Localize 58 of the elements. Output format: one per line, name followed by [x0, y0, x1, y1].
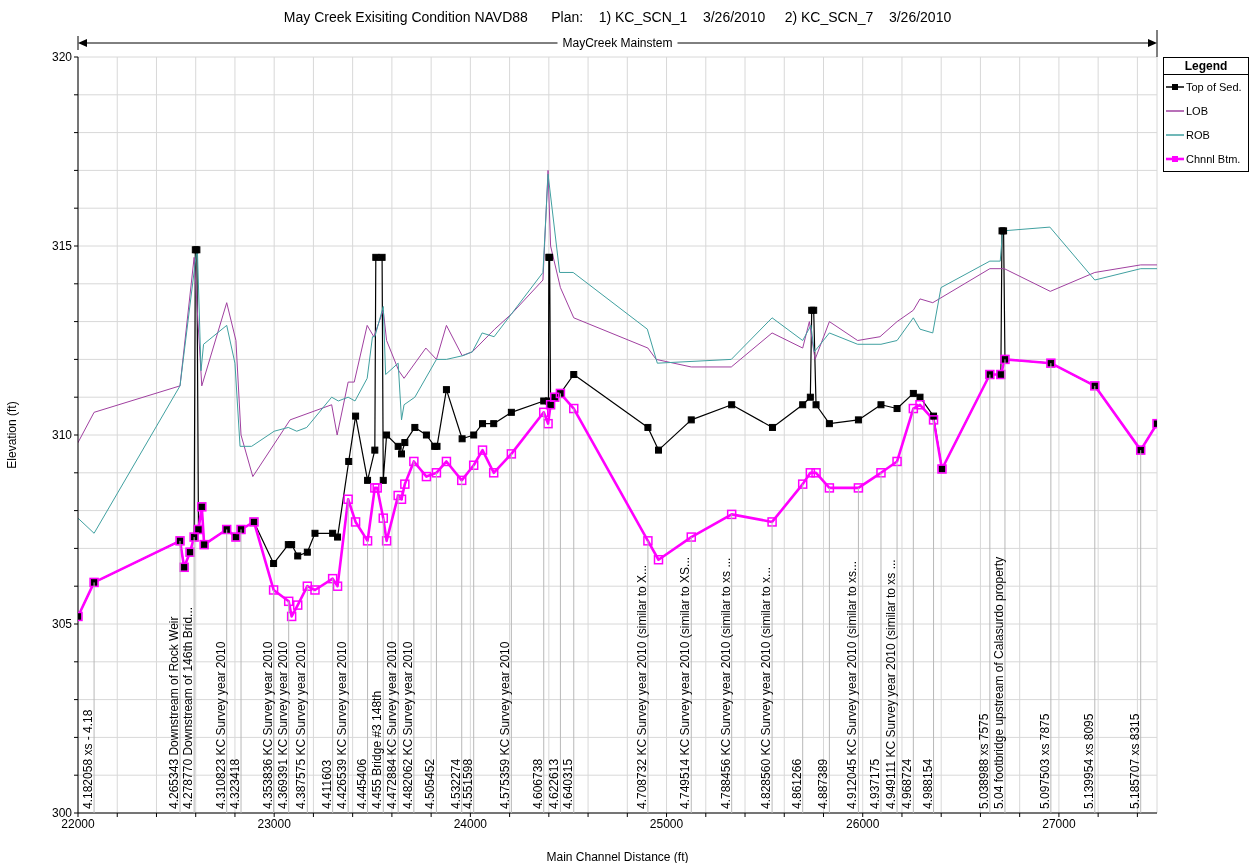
- annotation: 4.606738: [530, 758, 545, 809]
- x-tick-label: 26000: [846, 816, 880, 831]
- legend-label: LOB: [1186, 105, 1209, 117]
- annotation: 5.097503 xs 7875: [1037, 713, 1052, 809]
- x-tick-label: 23000: [257, 816, 292, 831]
- annotation: 4.505452: [423, 758, 438, 809]
- annotation: 4.912045 KC Survey year 2010 (similar to xs...: [845, 560, 860, 809]
- line-series: [78, 173, 1157, 534]
- annotation: 4.887389: [816, 758, 831, 809]
- annotation: 4.988154: [920, 758, 935, 809]
- legend-label: Chnnl Btm.: [1186, 153, 1241, 165]
- y-tick-label: 320: [51, 50, 73, 65]
- annotation: 4.861266: [789, 758, 804, 809]
- legend-title: Legend: [1164, 58, 1248, 75]
- annotation: 5.139954 xs 8095: [1081, 713, 1096, 809]
- line-series: [78, 169, 1157, 478]
- annotation: 4.278770 Downstream of 146th Brid...: [181, 606, 196, 809]
- legend-label: Top of Sed.: [1186, 81, 1242, 93]
- annotation: 4.182058 xs - 4.18: [81, 709, 96, 809]
- annotation: 4.445406: [354, 758, 369, 809]
- annotation: 4.622613: [547, 758, 562, 809]
- y-axis-title: Elevation (ft): [5, 401, 20, 469]
- annotation: 4.575359 KC Survey year 2010: [498, 641, 513, 809]
- annotation: 4.937175: [867, 758, 882, 809]
- annotation: 4.455 Bridge #3 148th: [370, 690, 385, 809]
- x-tick-label: 24000: [453, 816, 488, 831]
- annotation: 4.828560 KC Survey year 2010 (similar to x...: [759, 566, 774, 809]
- y-tick-label: 305: [51, 617, 73, 632]
- annotation: 5.185707 xs 8315: [1127, 713, 1142, 809]
- annotation: 4.749514 KC Survey year 2010 (similar to XS...: [678, 556, 693, 809]
- annotation: 4.265343 Downstream of Rock Weir: [167, 616, 182, 809]
- annotation: 4.310823 KC Survey year 2010: [213, 641, 228, 809]
- chart-title: May Creek Exisiting Condition NAVD88 Plan: 1) KC_SCN_1 3/26/2010 2) KC_SCN_7 3/26/2010: [283, 9, 952, 25]
- x-tick-label: 25000: [649, 816, 684, 831]
- x-tick-label: 27000: [1042, 816, 1076, 831]
- y-tick-label: 315: [51, 239, 73, 254]
- legend-label: ROB: [1186, 129, 1210, 141]
- annotation: 4.369391 KC Survey year 2010: [275, 641, 290, 809]
- annotation: 4.323418: [228, 758, 243, 809]
- annotation: 5.04 footbridge upstream of Calasurdo property: [991, 556, 1006, 809]
- annotation: 4.387575 KC Survey year 2010: [294, 641, 309, 809]
- annotation: 4.426539 KC Survey year 2010: [335, 641, 350, 809]
- annotation: 4.968724: [900, 758, 915, 809]
- annotation: 4.788456 KC Survey year 2010 (similar to xs ...: [718, 557, 733, 809]
- annotation: 4.551598: [460, 758, 475, 809]
- annotation: 4.482062 KC Survey year 2010: [400, 641, 415, 809]
- y-tick-label: 310: [51, 428, 73, 443]
- x-tick-label: 22000: [61, 816, 96, 831]
- text: MayCreek Mainstem: [562, 36, 673, 50]
- annotation: 4.708732 KC Survey year 2010 (similar to X...: [634, 564, 649, 809]
- annotation: 4.411603: [319, 759, 334, 809]
- annotation: 4.532274: [448, 758, 463, 809]
- annotation: 4.472884 KC Survey year 2010: [385, 641, 400, 809]
- annotation: 4.353836 KC Survey year 2010: [260, 641, 275, 809]
- x-axis-title: Main Channel Distance (ft): [546, 850, 689, 863]
- annotation: 4.640315: [560, 758, 575, 809]
- annotation: 4.949111 KC Survey year 2010 (similar to xs ...: [884, 559, 899, 809]
- annotation: 5.038988 xs 7575: [976, 713, 991, 809]
